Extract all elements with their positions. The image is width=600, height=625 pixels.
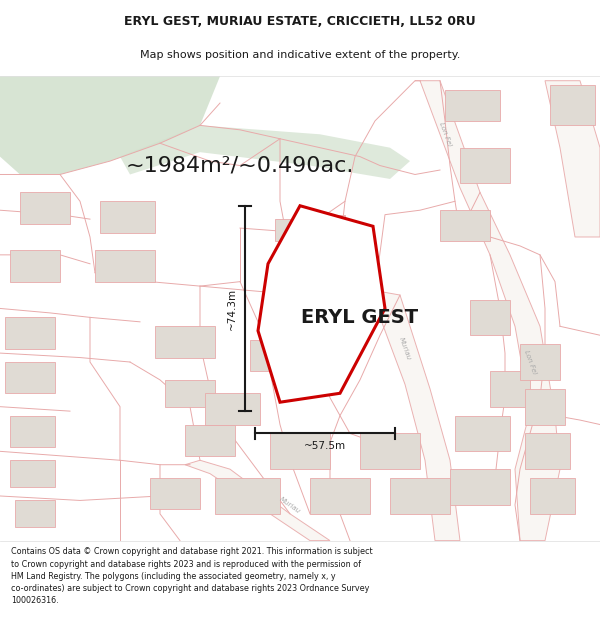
- Polygon shape: [165, 380, 215, 407]
- Text: Contains OS data © Crown copyright and database right 2021. This information is : Contains OS data © Crown copyright and d…: [11, 548, 373, 605]
- Text: ~1984m²/~0.490ac.: ~1984m²/~0.490ac.: [126, 156, 354, 176]
- Polygon shape: [525, 434, 570, 469]
- Polygon shape: [415, 81, 560, 541]
- Polygon shape: [525, 389, 565, 424]
- Text: Map shows position and indicative extent of the property.: Map shows position and indicative extent…: [140, 50, 460, 60]
- Polygon shape: [530, 478, 575, 514]
- Text: Lon Fel: Lon Fel: [523, 349, 537, 375]
- Polygon shape: [445, 89, 500, 121]
- Polygon shape: [490, 371, 530, 407]
- Polygon shape: [100, 201, 155, 232]
- Polygon shape: [360, 434, 420, 469]
- Text: ERYL GEST, MURIAU ESTATE, CRICCIETH, LL52 0RU: ERYL GEST, MURIAU ESTATE, CRICCIETH, LL5…: [124, 15, 476, 28]
- Polygon shape: [120, 126, 410, 179]
- Polygon shape: [390, 478, 450, 514]
- Polygon shape: [275, 219, 305, 241]
- Polygon shape: [10, 460, 55, 487]
- Text: ~74.3m: ~74.3m: [227, 288, 237, 329]
- Polygon shape: [258, 206, 385, 402]
- Polygon shape: [375, 291, 460, 541]
- Polygon shape: [185, 460, 330, 541]
- Polygon shape: [520, 344, 560, 380]
- Text: Muriau: Muriau: [398, 336, 412, 361]
- Text: ERYL GEST: ERYL GEST: [301, 308, 419, 327]
- Polygon shape: [95, 251, 155, 282]
- Polygon shape: [315, 214, 345, 241]
- Polygon shape: [250, 340, 305, 371]
- Polygon shape: [545, 81, 600, 237]
- Polygon shape: [0, 76, 220, 174]
- Polygon shape: [10, 251, 60, 282]
- Polygon shape: [155, 326, 215, 357]
- Polygon shape: [205, 393, 260, 424]
- Polygon shape: [455, 416, 510, 451]
- Polygon shape: [550, 85, 595, 126]
- Polygon shape: [185, 424, 235, 456]
- Polygon shape: [20, 192, 70, 224]
- Polygon shape: [5, 362, 55, 393]
- Polygon shape: [460, 148, 510, 183]
- Polygon shape: [470, 299, 510, 335]
- Polygon shape: [5, 318, 55, 349]
- Text: Muriau: Muriau: [278, 496, 302, 514]
- Polygon shape: [310, 478, 370, 514]
- Text: Lon Fel: Lon Fel: [438, 121, 452, 147]
- Polygon shape: [15, 501, 55, 528]
- Polygon shape: [450, 469, 510, 505]
- Text: ~57.5m: ~57.5m: [304, 441, 346, 451]
- Polygon shape: [150, 478, 200, 509]
- Polygon shape: [270, 434, 330, 469]
- Polygon shape: [440, 210, 490, 241]
- Polygon shape: [10, 416, 55, 447]
- Polygon shape: [215, 478, 280, 514]
